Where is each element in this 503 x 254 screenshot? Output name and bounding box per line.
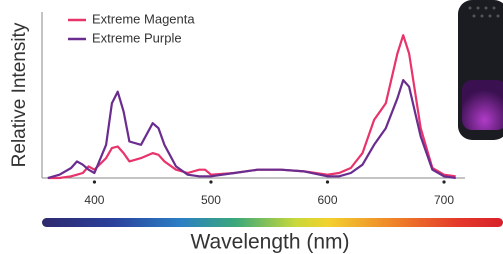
series-line (48, 80, 456, 178)
x-tick (442, 180, 445, 183)
chart: Relative Intensity Wavelength (nm) 400 50… (0, 0, 503, 254)
legend-label: Extreme Purple (92, 30, 182, 45)
x-tick (93, 180, 96, 183)
x-tick (209, 180, 212, 183)
x-axis-label: Wavelength (nm) (190, 231, 349, 254)
spectrum-bar (42, 218, 503, 227)
x-tick-label: 700 (434, 193, 454, 207)
legend-label: Extreme Magenta (92, 11, 195, 26)
y-axis-label: Relative Intensity (9, 22, 30, 167)
x-tick (326, 180, 329, 183)
product-image (458, 0, 503, 140)
x-tick-label: 400 (84, 193, 104, 207)
x-tick-label: 600 (317, 193, 337, 207)
x-tick-label: 500 (201, 193, 221, 207)
